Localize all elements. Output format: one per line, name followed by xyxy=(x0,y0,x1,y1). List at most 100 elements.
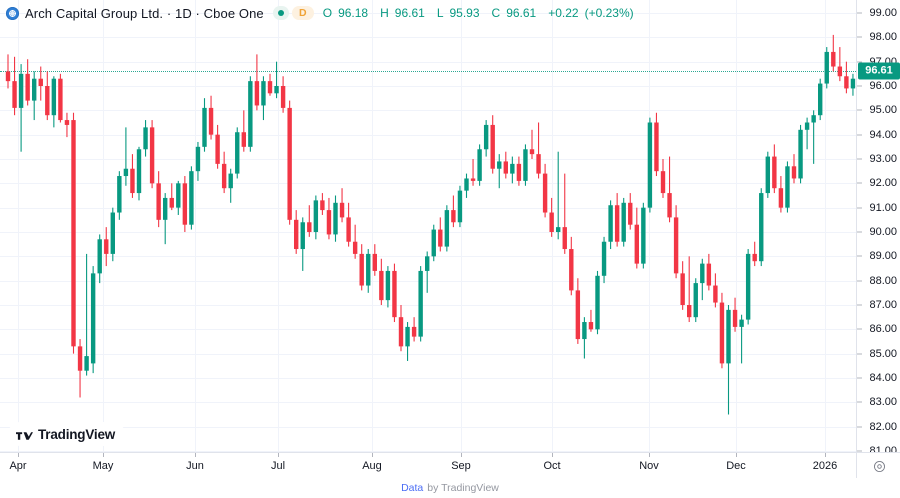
candle xyxy=(294,210,299,254)
price-tick-label: 88.00 xyxy=(869,274,897,287)
candle xyxy=(483,120,489,157)
tradingview-watermark[interactable]: TradingView xyxy=(8,422,126,446)
candle xyxy=(850,73,856,96)
price-tick-label: 86.00 xyxy=(869,323,897,336)
price-tick-label: 93.00 xyxy=(869,153,897,165)
grid-line-horizontal xyxy=(0,329,856,331)
candle xyxy=(464,173,469,198)
candle xyxy=(431,224,436,262)
candle xyxy=(156,171,161,228)
candle xyxy=(562,173,567,254)
candle xyxy=(45,71,50,121)
chart-footer: Data by TradingView xyxy=(0,478,900,498)
candle xyxy=(64,112,70,138)
candle xyxy=(18,64,24,152)
price-tick-label: 96.00 xyxy=(869,80,897,92)
candle xyxy=(582,317,587,359)
candle xyxy=(529,129,535,159)
candle xyxy=(759,188,764,267)
candle xyxy=(595,270,600,335)
candle xyxy=(372,244,377,276)
candle xyxy=(739,314,744,364)
candle xyxy=(411,317,417,342)
chart-legend: Arch Capital Group Ltd. · 1D · Cboe One … xyxy=(6,2,640,24)
candle xyxy=(457,185,463,228)
candle xyxy=(5,54,11,89)
time-tick-label: Dec xyxy=(726,460,746,472)
time-tick-dash xyxy=(736,453,737,457)
candle xyxy=(241,110,246,152)
candle xyxy=(523,144,528,186)
candle xyxy=(267,73,273,96)
candle xyxy=(601,236,607,284)
candle xyxy=(831,34,836,72)
price-tick-label: 98.00 xyxy=(869,31,897,44)
grid-line-horizontal xyxy=(0,305,856,306)
candle xyxy=(778,176,784,213)
candle xyxy=(202,98,207,152)
candle xyxy=(261,76,266,121)
price-tick-label: 87.00 xyxy=(869,299,897,311)
data-link[interactable]: Data xyxy=(401,482,424,494)
price-tick-label: 90.00 xyxy=(869,226,897,238)
candle xyxy=(824,47,829,89)
candle xyxy=(542,163,548,218)
chart-plot-area[interactable] xyxy=(0,0,856,452)
price-tick-dash xyxy=(857,401,862,403)
time-tick-dash xyxy=(461,453,462,457)
candle xyxy=(503,151,508,179)
time-tick-label: Aug xyxy=(362,460,382,472)
grid-line-horizontal xyxy=(0,451,856,452)
candle xyxy=(359,244,364,291)
candle xyxy=(77,339,83,398)
grid-line-horizontal xyxy=(0,159,856,160)
candle xyxy=(235,127,240,179)
ohlc-high: H 96.61 xyxy=(380,6,425,20)
candle xyxy=(680,261,685,310)
price-scale[interactable]: 96.61 99.00 98.00 97.00 96.00 95.00 94.00 93.0… xyxy=(856,0,900,457)
footer-attribution: by TradingView xyxy=(427,482,499,494)
candle xyxy=(25,59,30,106)
candle xyxy=(333,195,338,242)
candle xyxy=(614,193,620,247)
candle xyxy=(516,156,522,186)
time-tick-dash xyxy=(103,453,104,457)
symbol-title[interactable]: Arch Capital Group Ltd. · 1D · Cboe One xyxy=(25,5,264,21)
candle xyxy=(215,124,220,169)
ohlc-open: O 96.18 xyxy=(322,6,369,20)
market-status[interactable]: D xyxy=(272,6,314,20)
grid-line-horizontal xyxy=(0,183,856,185)
candle xyxy=(706,253,712,291)
candle xyxy=(713,273,718,308)
candle xyxy=(189,166,194,230)
time-tick-label: Sep xyxy=(451,460,471,472)
candle xyxy=(497,154,502,189)
candle xyxy=(326,197,332,240)
candle xyxy=(772,144,777,194)
price-tick-dash xyxy=(857,377,862,379)
gear-icon[interactable] xyxy=(873,460,886,473)
price-tick-dash xyxy=(857,231,862,233)
candle xyxy=(726,305,731,415)
candle xyxy=(379,258,384,305)
candle xyxy=(693,278,698,323)
grid-line-horizontal xyxy=(0,402,856,404)
ohlc-low: L 95.93 xyxy=(436,6,480,20)
time-tick-dash xyxy=(825,453,826,457)
price-tick-label: 83.00 xyxy=(869,396,897,409)
candle xyxy=(844,61,849,94)
time-scale[interactable]: Apr May Jun Jul Aug Sep Oct Nov Dec 2026 xyxy=(0,452,856,479)
candlestick-series xyxy=(5,34,856,415)
price-tick-dash xyxy=(857,328,862,330)
grid-line-horizontal xyxy=(0,61,856,63)
candle xyxy=(634,207,639,269)
grid-line-vertical xyxy=(372,0,373,452)
price-tick-dash xyxy=(857,304,862,306)
price-tick-dash xyxy=(857,61,862,63)
candle xyxy=(84,253,89,376)
candle xyxy=(398,305,404,352)
candle xyxy=(837,47,843,82)
chart-settings-corner[interactable] xyxy=(856,452,900,479)
candle xyxy=(195,141,201,181)
price-tick-dash xyxy=(857,134,862,136)
